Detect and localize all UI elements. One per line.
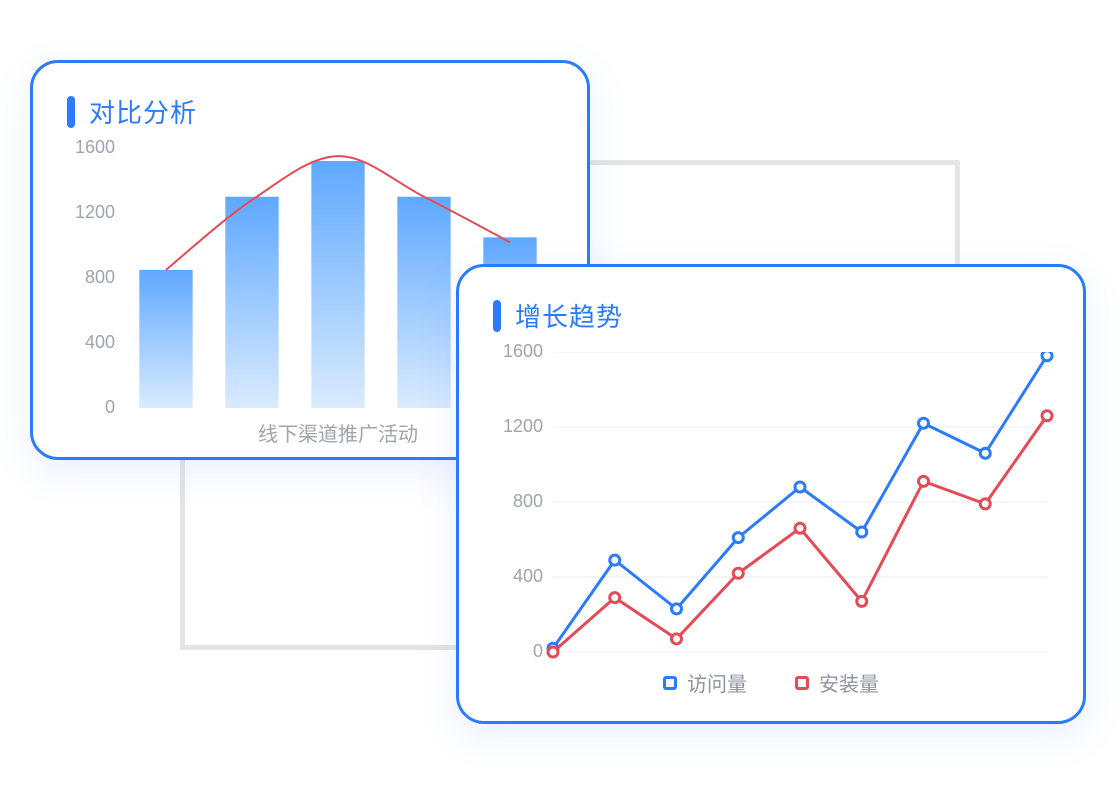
data-point [857,527,867,537]
data-point [1042,352,1052,361]
data-point [980,499,990,509]
data-point [672,634,682,644]
title-accent-bar [493,300,501,332]
data-point [1042,411,1052,421]
data-point [795,523,805,533]
legend-marker-icon [663,676,677,690]
trend-card: 增长趋势 040080012001600 访问量 安装量 [456,264,1086,724]
data-point [548,647,558,657]
bar [139,270,192,408]
line-chart-svg [493,352,1055,660]
data-point [919,418,929,428]
legend-marker-icon [795,676,809,690]
bar [397,197,450,408]
data-point [857,596,867,606]
legend-label: 访问量 [687,668,747,697]
card-title: 增长趋势 [515,297,623,334]
legend: 访问量 安装量 [493,668,1049,697]
data-point [733,568,743,578]
line-chart: 040080012001600 [493,352,1053,662]
bar [225,197,278,408]
card-header: 对比分析 [67,93,553,130]
card-header: 增长趋势 [493,297,1049,334]
data-point [610,555,620,565]
card-title: 对比分析 [89,93,197,130]
title-accent-bar [67,96,75,128]
legend-item: 安装量 [795,668,879,697]
data-point [733,533,743,543]
data-point [610,593,620,603]
legend-label: 安装量 [819,668,879,697]
data-point [672,604,682,614]
data-point [919,476,929,486]
data-point [795,482,805,492]
bar [311,161,364,408]
legend-item: 访问量 [663,668,747,697]
data-point [980,448,990,458]
